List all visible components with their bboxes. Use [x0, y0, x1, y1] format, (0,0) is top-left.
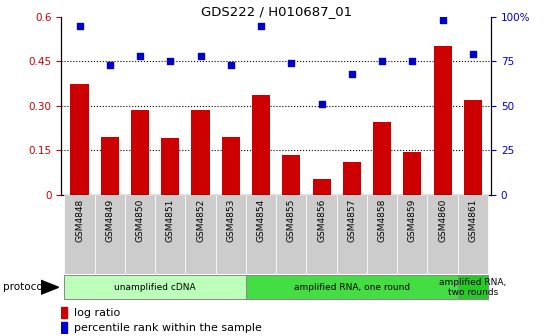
Bar [216, 195, 246, 274]
Bar [131, 110, 149, 195]
Bar [155, 195, 185, 274]
Bar [191, 110, 210, 195]
Bar [161, 138, 179, 195]
Bar [222, 137, 240, 195]
Bar [282, 155, 300, 195]
Text: GSM4859: GSM4859 [408, 199, 417, 242]
Bar [434, 46, 452, 195]
Bar [306, 195, 336, 274]
Bar [125, 195, 155, 274]
Bar [373, 122, 391, 195]
Bar [427, 195, 458, 274]
Bar [64, 195, 95, 274]
Bar [61, 307, 66, 318]
Text: GSM4861: GSM4861 [468, 199, 478, 242]
Text: unamplified cDNA: unamplified cDNA [114, 283, 196, 292]
Text: GSM4853: GSM4853 [227, 199, 235, 242]
Point [287, 60, 296, 66]
Bar [343, 162, 361, 195]
Text: GDS222 / H010687_01: GDS222 / H010687_01 [201, 5, 352, 18]
Point [75, 23, 84, 29]
Bar [367, 195, 397, 274]
Point [105, 62, 114, 68]
Bar [252, 95, 270, 195]
Point [378, 58, 387, 64]
Text: GSM4854: GSM4854 [257, 199, 266, 242]
Bar [458, 275, 488, 299]
Bar [61, 322, 66, 333]
Text: GSM4851: GSM4851 [166, 199, 175, 242]
Text: GSM4850: GSM4850 [136, 199, 145, 242]
Point [166, 58, 175, 64]
Bar [464, 100, 482, 195]
Bar [246, 195, 276, 274]
Bar [95, 195, 125, 274]
Bar [403, 152, 421, 195]
Point [317, 101, 326, 107]
Point [136, 53, 145, 59]
Text: amplified RNA, one round: amplified RNA, one round [294, 283, 410, 292]
Point [257, 23, 266, 29]
Point [196, 53, 205, 59]
Point [408, 58, 417, 64]
Bar [336, 195, 367, 274]
Text: GSM4857: GSM4857 [347, 199, 357, 242]
Polygon shape [41, 280, 59, 294]
Text: log ratio: log ratio [74, 307, 121, 318]
Point [348, 71, 357, 77]
Bar [312, 178, 331, 195]
Point [438, 18, 447, 23]
Text: protocol: protocol [3, 282, 46, 292]
Text: GSM4855: GSM4855 [287, 199, 296, 242]
Text: GSM4858: GSM4858 [378, 199, 387, 242]
Text: GSM4852: GSM4852 [196, 199, 205, 242]
Text: percentile rank within the sample: percentile rank within the sample [74, 323, 262, 333]
Text: GSM4849: GSM4849 [105, 199, 114, 242]
Bar [458, 195, 488, 274]
Bar [185, 195, 216, 274]
Bar [64, 275, 246, 299]
Bar [70, 84, 89, 195]
Point [468, 51, 477, 57]
Text: GSM4860: GSM4860 [438, 199, 447, 242]
Text: GSM4856: GSM4856 [317, 199, 326, 242]
Bar [100, 137, 119, 195]
Bar [276, 195, 306, 274]
Point [227, 62, 235, 68]
Bar [246, 275, 458, 299]
Text: GSM4848: GSM4848 [75, 199, 84, 242]
Text: amplified RNA,
two rounds: amplified RNA, two rounds [439, 278, 507, 297]
Bar [397, 195, 427, 274]
